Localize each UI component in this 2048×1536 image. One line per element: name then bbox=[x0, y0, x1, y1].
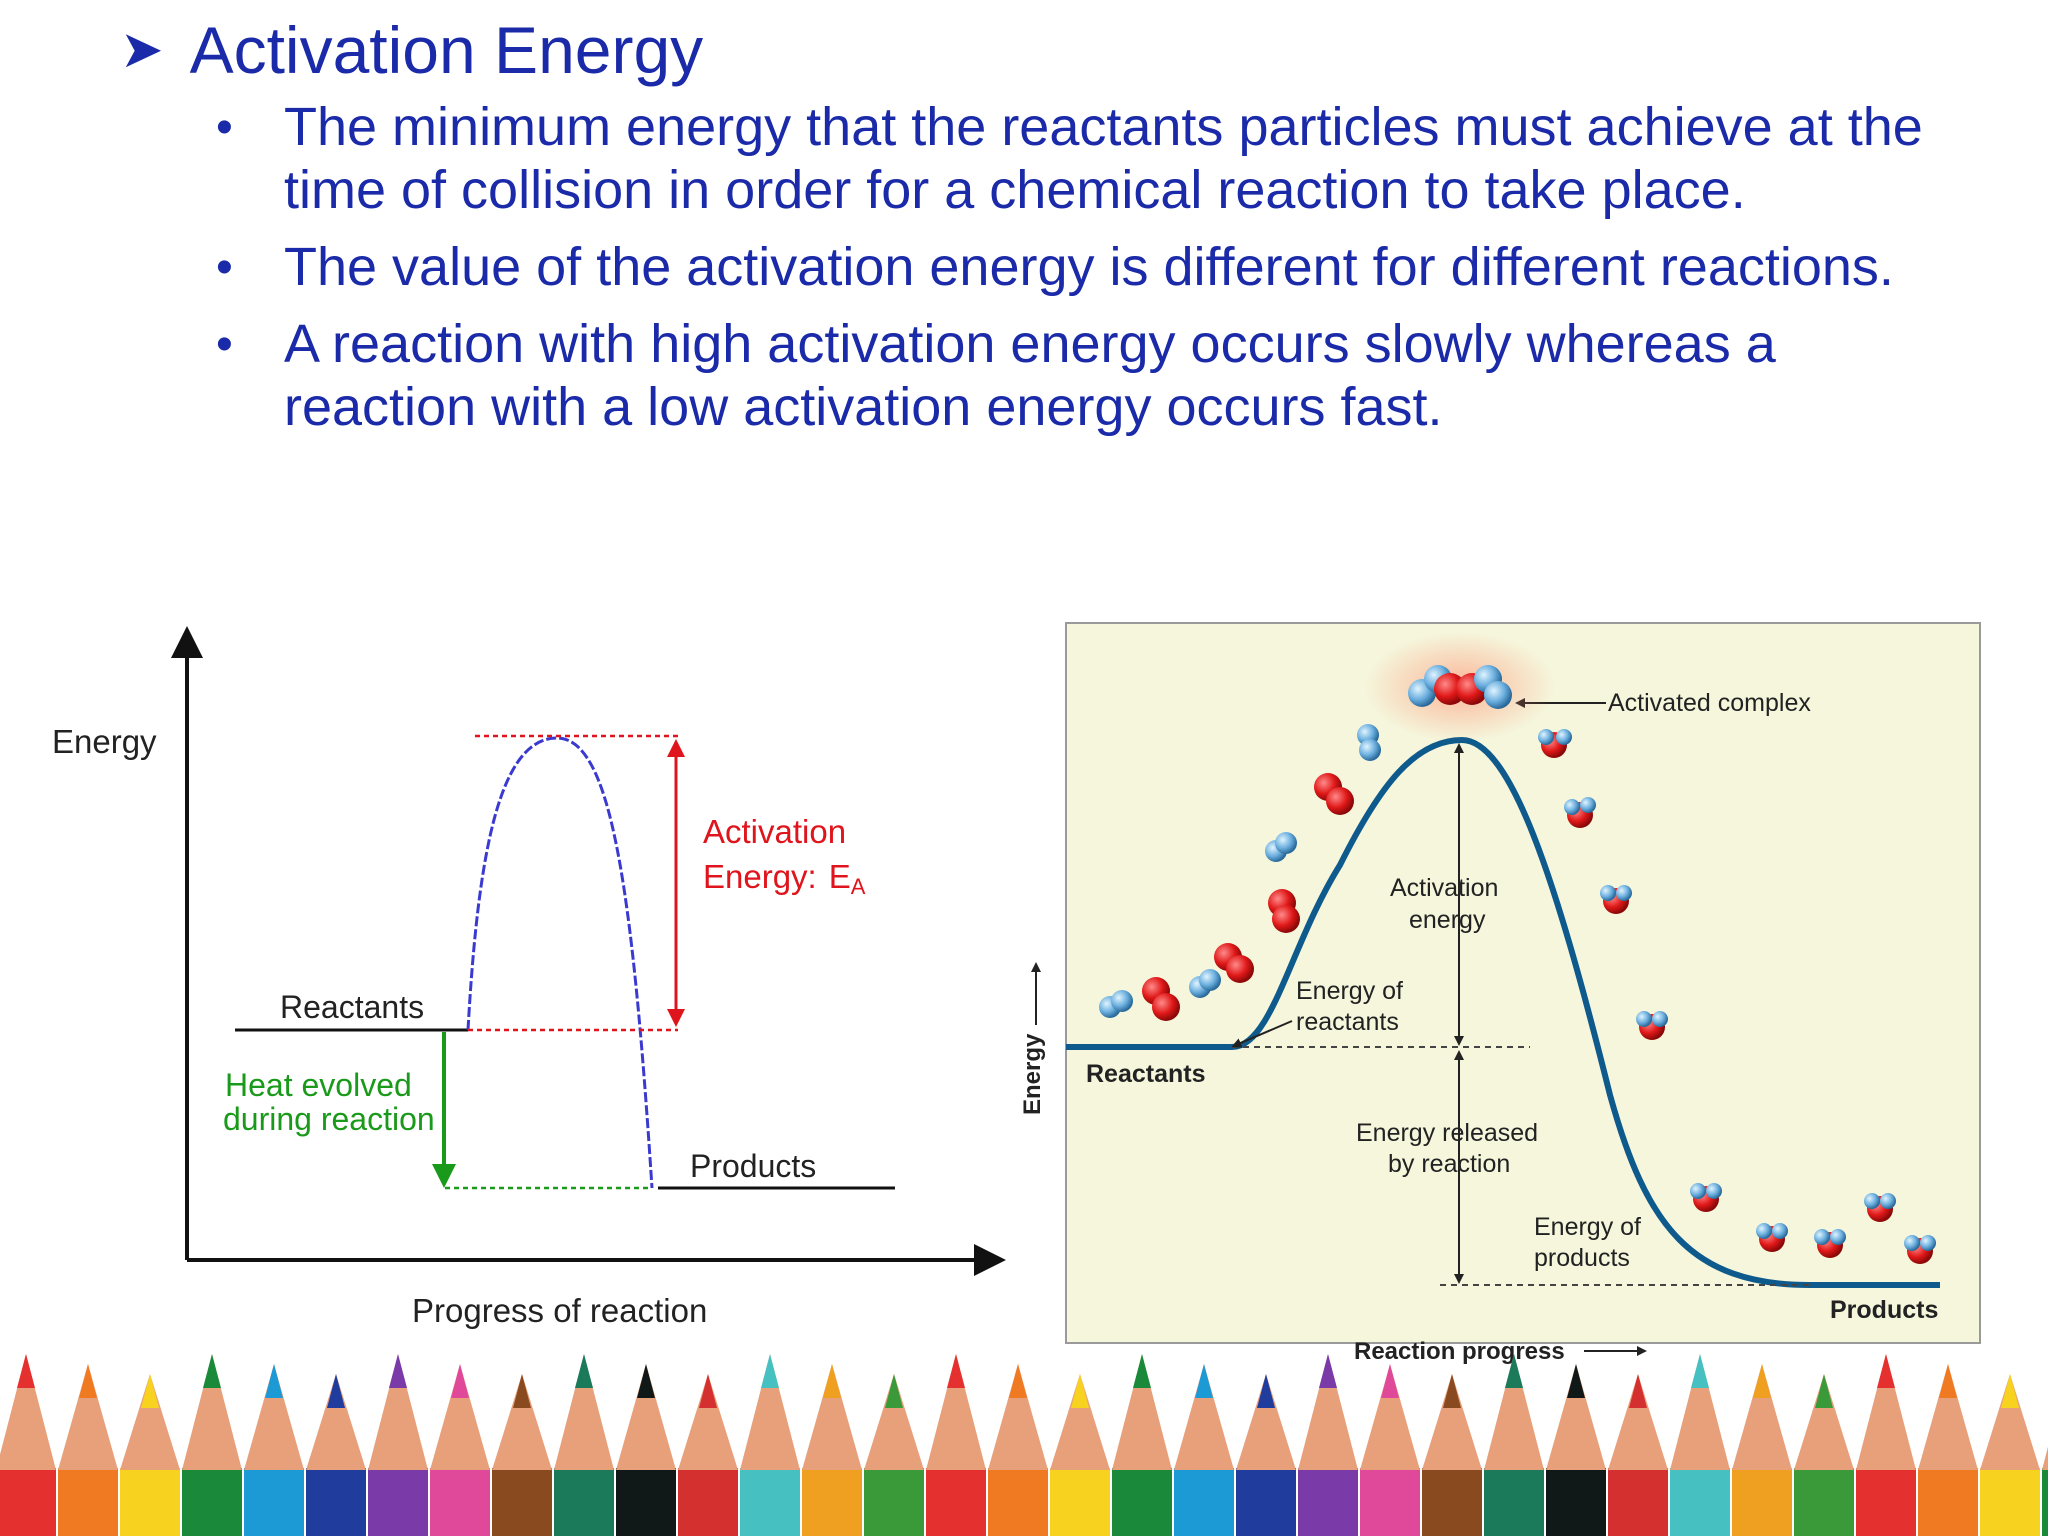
right-activation-line1: Activation bbox=[1390, 874, 1498, 902]
energy-reactants-line2: reactants bbox=[1296, 1008, 1399, 1036]
bullet-item: • A reaction with high activation energy … bbox=[210, 313, 1970, 439]
heat-label-line1: Heat evolved bbox=[225, 1067, 412, 1103]
activated-complex-label: Activated complex bbox=[1608, 689, 1811, 717]
right-reactants-label: Reactants bbox=[1086, 1060, 1206, 1088]
pencil-icon bbox=[864, 1374, 924, 1536]
activation-symbol: E bbox=[829, 858, 851, 895]
pencil-icon bbox=[1980, 1374, 2040, 1536]
right-activation-line2: energy bbox=[1409, 906, 1486, 934]
pencil-icon bbox=[492, 1374, 552, 1536]
pencil-border-decoration bbox=[0, 1354, 2048, 1536]
activated-complex-molecule bbox=[1365, 632, 1555, 742]
left-products-label: Products bbox=[690, 1148, 816, 1184]
pencil-icon bbox=[0, 1354, 56, 1536]
activation-label-line1: Activation bbox=[703, 813, 846, 850]
pencil-icon bbox=[1298, 1354, 1358, 1536]
bullet-item: • The minimum energy that the reactants p… bbox=[210, 96, 1970, 222]
reaction-curve bbox=[1066, 736, 1940, 1288]
pencil-icon bbox=[1546, 1364, 1606, 1536]
pencil-icon bbox=[802, 1364, 862, 1536]
bullet-dot-icon: • bbox=[216, 318, 233, 371]
energy-products-line1: Energy of bbox=[1534, 1213, 1641, 1241]
pencil-icon bbox=[120, 1374, 180, 1536]
bullet-text: A reaction with high activation energy o… bbox=[284, 314, 1776, 437]
left-y-label: Energy bbox=[52, 723, 157, 760]
activation-label-line2: Energy: EA bbox=[703, 858, 866, 899]
pencil-icon bbox=[58, 1364, 118, 1536]
pencil-icon bbox=[616, 1364, 676, 1536]
pencil-icon bbox=[1918, 1364, 1978, 1536]
heading-text: Activation Energy bbox=[189, 13, 704, 87]
pencil-icon bbox=[1174, 1364, 1234, 1536]
pencil-icon bbox=[368, 1354, 428, 1536]
right-products-label: Products bbox=[1830, 1296, 1938, 1324]
bullet-list: • The minimum energy that the reactants p… bbox=[210, 96, 1970, 453]
pencil-icon bbox=[244, 1364, 304, 1536]
energy-reactants-line1: Energy of bbox=[1296, 977, 1403, 1005]
pencil-icon bbox=[1732, 1364, 1792, 1536]
pencil-icon bbox=[554, 1354, 614, 1536]
pencil-icon bbox=[1794, 1374, 1854, 1536]
pencil-icon bbox=[1112, 1354, 1172, 1536]
pencil-icon bbox=[1856, 1354, 1916, 1536]
right-x-label: Reaction progress bbox=[1354, 1338, 1565, 1365]
energy-products-line2: products bbox=[1534, 1244, 1630, 1272]
pencil-icon bbox=[306, 1374, 366, 1536]
bullet-text: The minimum energy that the reactants pa… bbox=[284, 97, 1923, 220]
pencil-icon bbox=[1050, 1374, 1110, 1536]
arrow-bullet-icon: ➤ bbox=[120, 21, 164, 79]
pencil-icon bbox=[1422, 1374, 1482, 1536]
pencil-icon bbox=[1236, 1374, 1296, 1536]
energy-released-line2: by reaction bbox=[1388, 1150, 1510, 1178]
energy-released-line1: Energy released bbox=[1356, 1119, 1538, 1147]
slide-heading: ➤ Activation Energy bbox=[120, 8, 703, 92]
pencil-icon bbox=[740, 1354, 800, 1536]
bullet-dot-icon: • bbox=[216, 101, 233, 154]
right-y-label: Energy bbox=[1019, 1033, 1046, 1115]
pencil-icon bbox=[430, 1364, 490, 1536]
pencil-icon bbox=[926, 1354, 986, 1536]
energy-curve bbox=[466, 736, 654, 1189]
activation-label-text: Energy: bbox=[703, 858, 817, 895]
pencil-icon bbox=[2042, 1446, 2048, 1536]
bullet-item: • The value of the activation energy is d… bbox=[210, 236, 1970, 299]
left-energy-diagram: Energy Progress of reaction Reactants Pr… bbox=[52, 626, 1006, 1329]
bullet-text: The value of the activation energy is di… bbox=[284, 237, 1894, 297]
bullet-dot-icon: • bbox=[216, 241, 233, 294]
pencil-icon bbox=[1608, 1374, 1668, 1536]
product-molecules bbox=[1538, 729, 1936, 1264]
activation-subscript: A bbox=[851, 874, 866, 899]
left-x-label: Progress of reaction bbox=[412, 1292, 707, 1329]
pencil-icon bbox=[182, 1354, 242, 1536]
pencil-icon bbox=[988, 1364, 1048, 1536]
energy-reactants-pointer bbox=[1231, 1020, 1293, 1048]
heat-label-line2: during reaction bbox=[223, 1101, 435, 1137]
reactant-molecules bbox=[1099, 724, 1381, 1021]
pencil-icon bbox=[1670, 1354, 1730, 1536]
left-reactants-label: Reactants bbox=[280, 989, 424, 1025]
right-energy-diagram: Energy Reaction progress Activated compl… bbox=[1019, 622, 1981, 1365]
pencil-icon bbox=[1360, 1364, 1420, 1536]
pencil-icon bbox=[678, 1374, 738, 1536]
pencil-icon bbox=[1484, 1354, 1544, 1536]
